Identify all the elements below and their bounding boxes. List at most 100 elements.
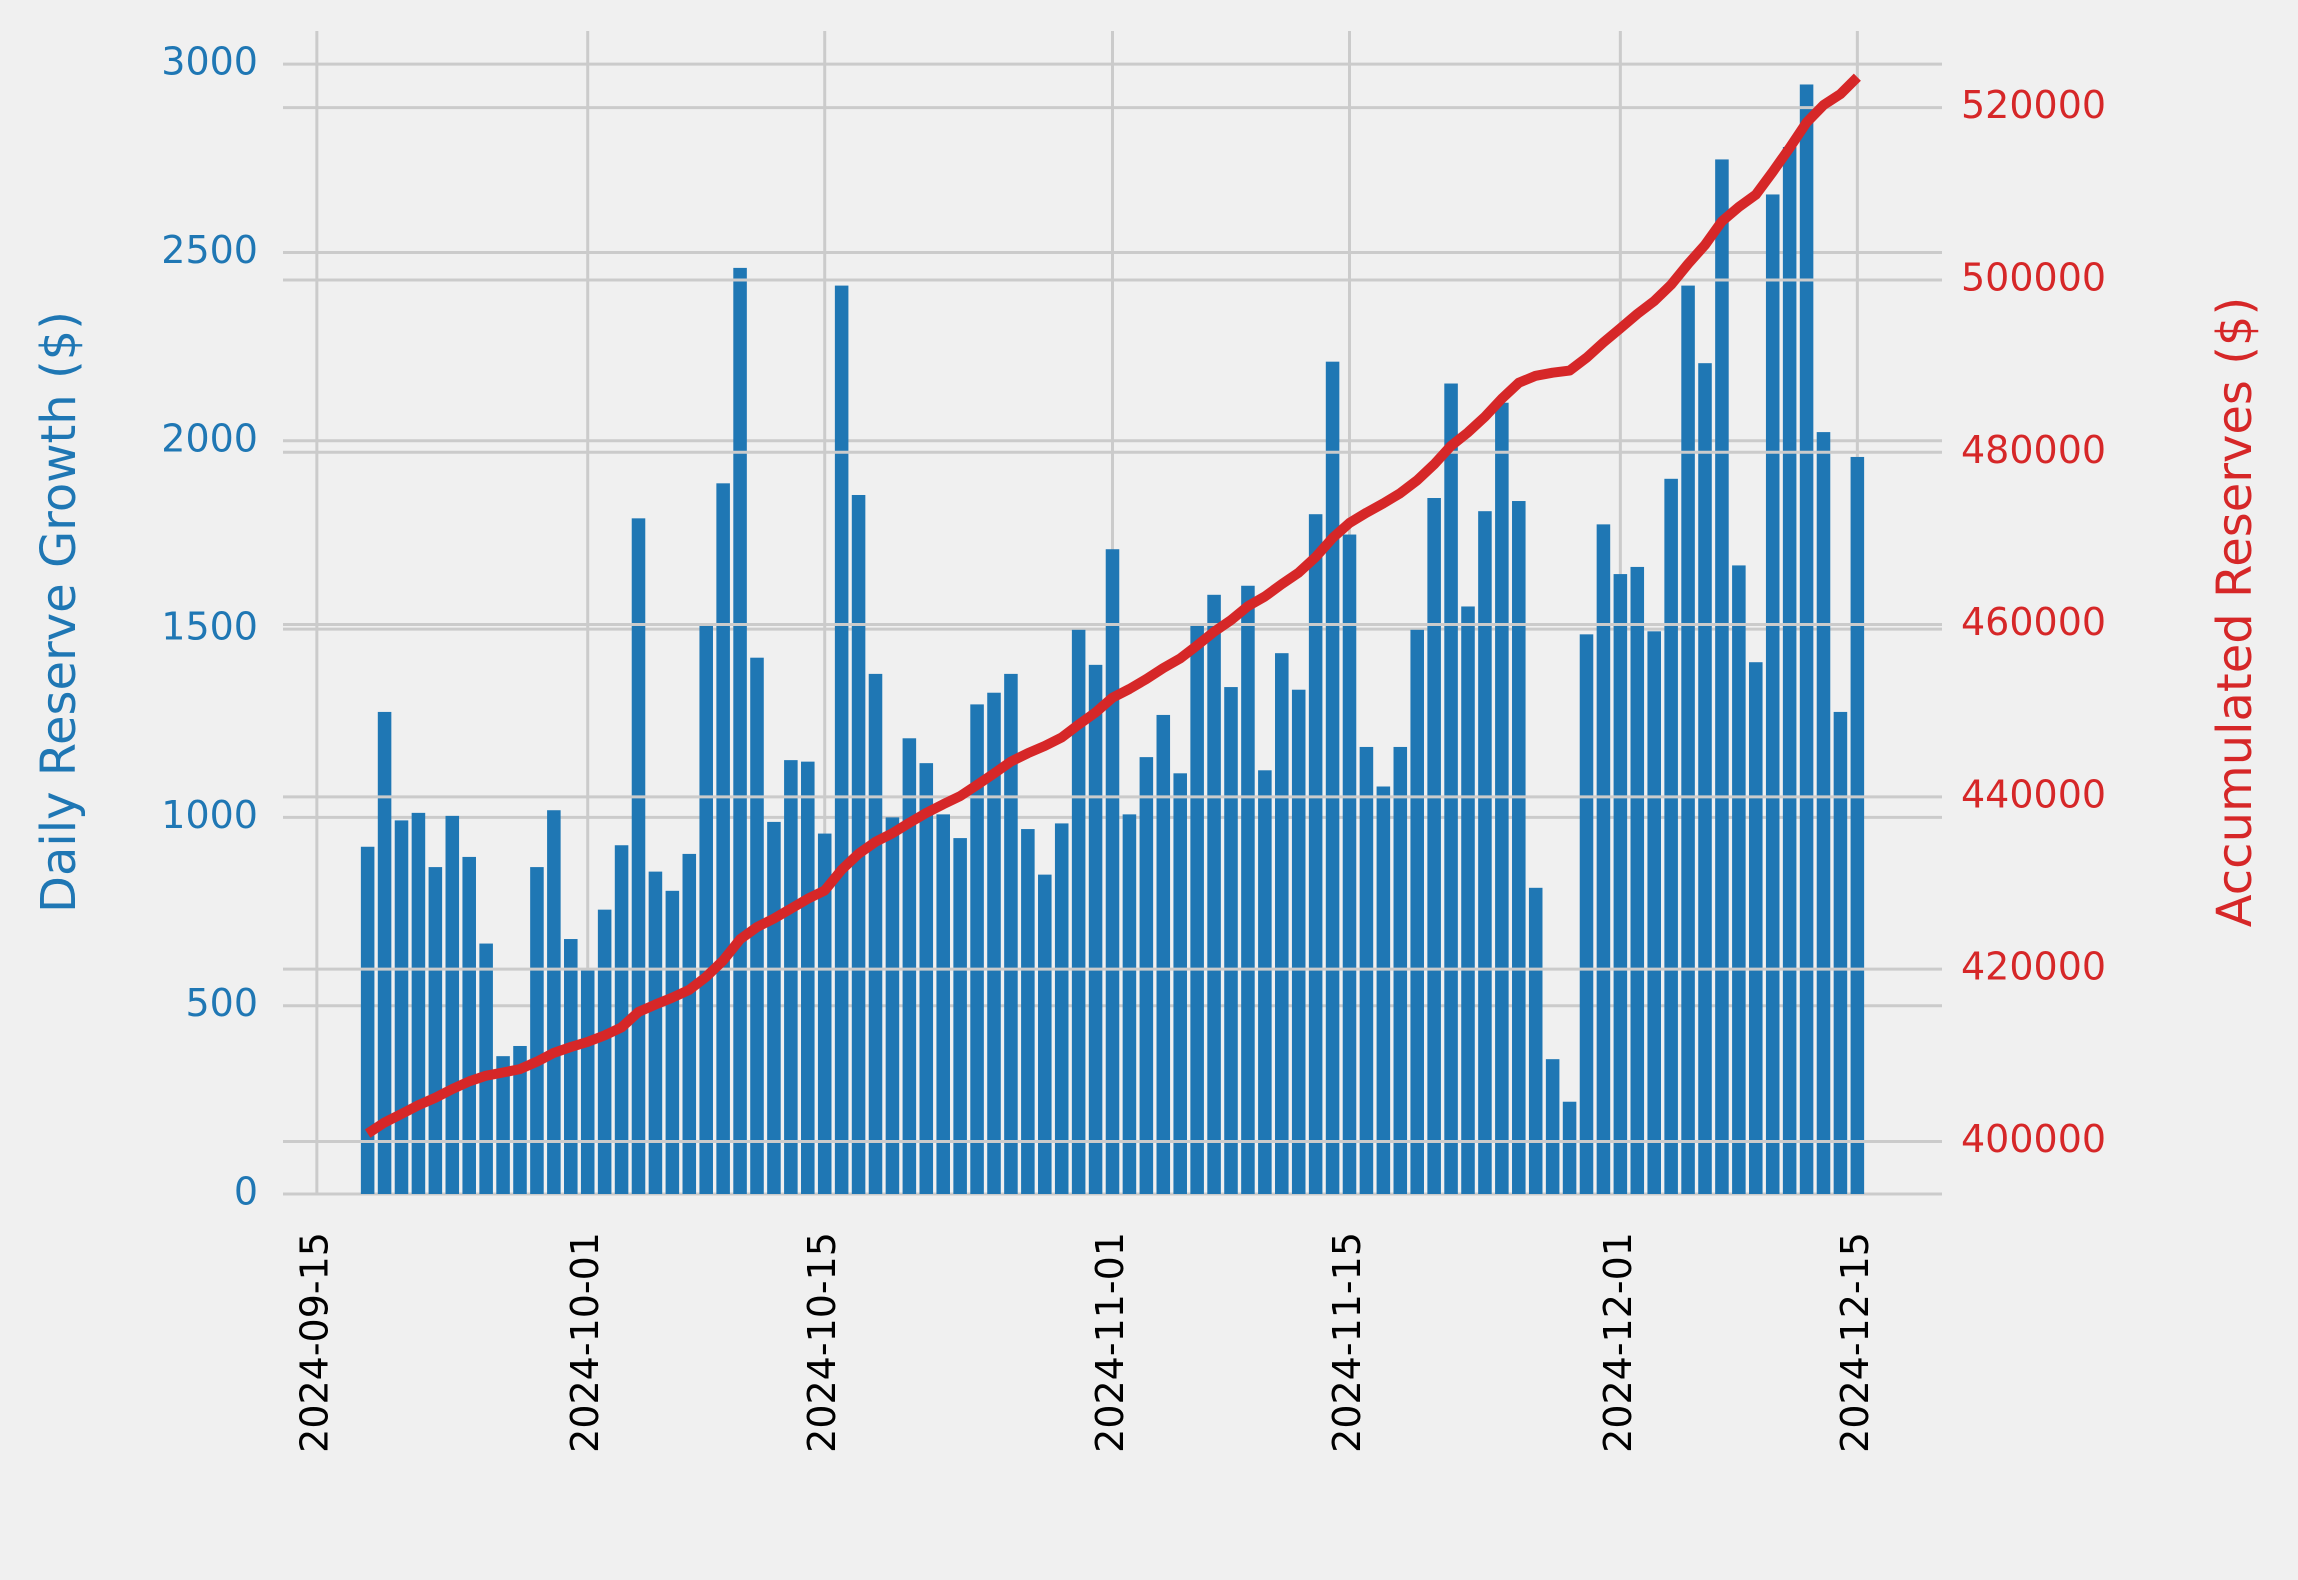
bar	[919, 763, 934, 1194]
bar	[1444, 383, 1458, 1195]
bar	[1275, 653, 1289, 1194]
bar	[1122, 814, 1137, 1194]
y-tick-label: 3000	[161, 40, 258, 84]
bar	[411, 812, 426, 1194]
bar	[1054, 823, 1069, 1194]
bar	[360, 846, 375, 1194]
bar	[1308, 514, 1323, 1194]
bar	[801, 761, 815, 1194]
bar	[1427, 498, 1441, 1194]
bar	[1071, 629, 1086, 1194]
bar	[902, 738, 917, 1194]
bar	[1833, 711, 1848, 1194]
y2-tick-label: 460000	[1961, 600, 2106, 644]
bar	[1562, 1101, 1577, 1194]
bar	[1207, 594, 1221, 1194]
y2-tick-label: 440000	[1961, 772, 2106, 816]
bar	[936, 814, 950, 1194]
x-tick-label: 2024-12-15	[1833, 1232, 1877, 1453]
bar	[1681, 285, 1695, 1194]
y2-axis-label: Accumulated Reserves ($)	[2207, 297, 2263, 927]
bar	[682, 853, 697, 1194]
x-tick-label: 2024-10-15	[800, 1232, 844, 1453]
bar	[530, 867, 544, 1194]
bar	[377, 711, 392, 1194]
x-tick-label: 2024-09-15	[292, 1232, 336, 1453]
y2-tick-label: 500000	[1961, 255, 2106, 299]
bar	[1528, 887, 1543, 1194]
bar	[1190, 625, 1204, 1194]
y-tick-label: 2500	[161, 228, 258, 272]
x-tick-label: 2024-11-15	[1325, 1232, 1369, 1453]
x-tick-label: 2024-10-01	[563, 1232, 607, 1453]
bar	[1139, 757, 1154, 1194]
bar	[564, 939, 578, 1194]
bar	[1512, 501, 1526, 1194]
bar	[733, 267, 747, 1195]
bar	[496, 1056, 510, 1194]
bar	[1850, 456, 1865, 1194]
bar	[987, 692, 1001, 1194]
y2-tick-label: 400000	[1961, 1117, 2106, 1161]
bar	[1782, 146, 1797, 1195]
bar	[1732, 565, 1746, 1194]
line	[364, 73, 1861, 1138]
x-tick-label: 2024-12-01	[1596, 1232, 1640, 1453]
bar	[868, 673, 883, 1194]
bar	[834, 285, 849, 1194]
bar	[1241, 585, 1255, 1194]
bar	[1224, 687, 1238, 1194]
bar	[648, 871, 663, 1194]
bar	[1698, 363, 1712, 1194]
bar	[817, 833, 832, 1194]
bar	[597, 909, 612, 1194]
bar	[462, 856, 476, 1194]
bar	[784, 760, 798, 1194]
bar	[1495, 402, 1509, 1194]
y-tick-label: 2000	[161, 416, 258, 460]
bar	[953, 838, 967, 1194]
bar	[1715, 159, 1729, 1195]
bar	[1596, 524, 1611, 1194]
bar	[1004, 673, 1018, 1194]
bar	[428, 867, 443, 1194]
bar	[479, 943, 493, 1194]
bar	[580, 968, 595, 1194]
y-tick-label: 500	[185, 981, 258, 1025]
bar	[699, 623, 713, 1194]
bar	[1613, 574, 1628, 1194]
bar	[1765, 194, 1780, 1195]
bar	[1156, 714, 1171, 1194]
bar	[1478, 511, 1492, 1194]
bar	[1545, 1059, 1560, 1194]
bar	[1410, 629, 1424, 1194]
bar	[1749, 662, 1763, 1194]
y-tick-label: 1500	[161, 605, 258, 649]
bar	[716, 483, 730, 1195]
bar	[394, 820, 409, 1194]
bar	[1461, 606, 1475, 1194]
bar	[1342, 534, 1357, 1194]
bar	[1816, 432, 1831, 1194]
bar	[1021, 829, 1035, 1194]
bar	[1088, 664, 1103, 1194]
bar	[1325, 361, 1340, 1194]
bar	[1258, 770, 1272, 1194]
y-tick-label: 0	[234, 1170, 258, 1214]
bar	[1799, 84, 1814, 1194]
bar	[885, 817, 900, 1194]
bar	[614, 845, 629, 1194]
bar	[1038, 874, 1052, 1194]
y2-tick-label: 420000	[1961, 945, 2106, 989]
bar	[1376, 786, 1391, 1194]
bar	[767, 821, 781, 1194]
y-axis-label: Daily Reserve Growth ($)	[31, 311, 87, 913]
bar	[1291, 689, 1306, 1194]
bar	[547, 810, 561, 1194]
y2-tick-label: 480000	[1961, 428, 2106, 472]
bar	[1664, 478, 1678, 1195]
bar	[1105, 549, 1120, 1194]
bar	[665, 890, 680, 1194]
